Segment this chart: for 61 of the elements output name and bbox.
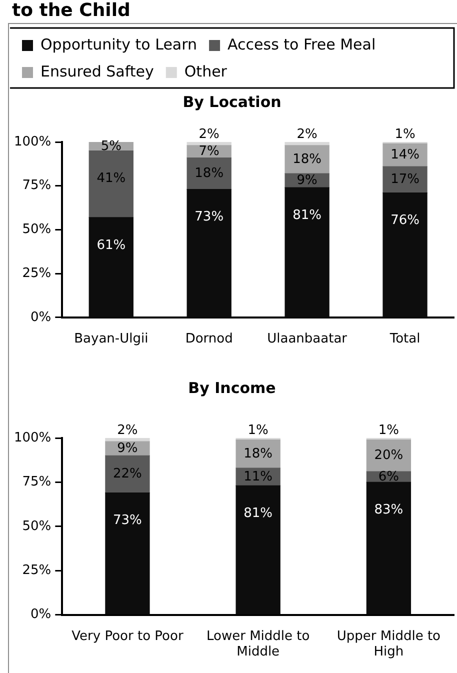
bar bbox=[284, 187, 330, 317]
annotation: 6% bbox=[378, 469, 400, 484]
y-tick-label: 100% bbox=[14, 134, 52, 150]
y-tick-label: 25% bbox=[22, 562, 52, 578]
legend-label: Ensured Saftey bbox=[40, 62, 154, 80]
annotation: 61% bbox=[96, 238, 126, 253]
annotation: 9% bbox=[117, 440, 138, 456]
x-tick-label: Very Poor to Poor bbox=[72, 628, 184, 644]
y-tick-label: 0% bbox=[30, 310, 52, 325]
x-tick-label: Total bbox=[388, 332, 420, 347]
bar bbox=[186, 189, 232, 317]
annotation: 18% bbox=[244, 446, 273, 462]
annotation: 73% bbox=[194, 210, 224, 225]
annotation: 76% bbox=[390, 213, 420, 228]
bar bbox=[105, 492, 150, 614]
x-tick-label: Lower Middle to Middle bbox=[206, 628, 310, 660]
annotation: 1% bbox=[378, 422, 400, 438]
annotation: 83% bbox=[374, 502, 404, 518]
bar bbox=[88, 150, 134, 218]
text: to the Child bbox=[12, 0, 130, 22]
annotation: 81% bbox=[292, 208, 322, 223]
annotation: 22% bbox=[113, 466, 142, 482]
annotation: 1% bbox=[394, 126, 416, 142]
annotation: 18% bbox=[292, 152, 322, 167]
annotation: 5% bbox=[100, 138, 122, 154]
annotation: 17% bbox=[390, 172, 420, 188]
y-tick-label: 25% bbox=[22, 266, 52, 281]
annotation: 14% bbox=[390, 148, 420, 163]
legend-label: Other bbox=[184, 62, 228, 80]
bar bbox=[236, 485, 280, 614]
annotation: 2% bbox=[296, 126, 318, 142]
annotation: 2% bbox=[117, 422, 138, 438]
annotation: 20% bbox=[374, 448, 404, 464]
bar bbox=[382, 192, 428, 317]
bar bbox=[105, 455, 150, 494]
y-tick-label: 75% bbox=[22, 178, 52, 194]
annotation: 1% bbox=[248, 422, 268, 438]
x-tick-label: Upper Middle to High bbox=[336, 628, 441, 660]
legend-label: Opportunity to Learn bbox=[40, 35, 198, 54]
bar bbox=[382, 166, 428, 194]
x-tick-label: Dornod bbox=[185, 332, 233, 347]
x-tick-label: Ulaanbaatar bbox=[267, 332, 348, 347]
annotation: 9% bbox=[296, 172, 318, 188]
y-tick-label: 75% bbox=[22, 474, 52, 490]
legend-label: Access to Free Meal bbox=[228, 35, 376, 54]
y-tick-label: 50% bbox=[22, 518, 52, 534]
y-tick-label: 0% bbox=[30, 607, 52, 622]
chart-title: By Location bbox=[182, 92, 282, 111]
bar bbox=[88, 217, 134, 317]
y-tick-label: 100% bbox=[14, 430, 52, 446]
annotation: 2% bbox=[198, 126, 220, 142]
annotation: 41% bbox=[96, 171, 126, 186]
annotation: 18% bbox=[194, 166, 224, 181]
x-tick-label: Bayan-Ulgii bbox=[74, 332, 148, 347]
annotation: 81% bbox=[244, 506, 273, 522]
annotation: 73% bbox=[113, 513, 142, 528]
y-tick-label: 50% bbox=[22, 222, 52, 238]
annotation: 11% bbox=[244, 469, 273, 484]
bar bbox=[366, 482, 412, 614]
annotation: 7% bbox=[198, 144, 220, 160]
chart-title: By Income bbox=[188, 378, 276, 397]
